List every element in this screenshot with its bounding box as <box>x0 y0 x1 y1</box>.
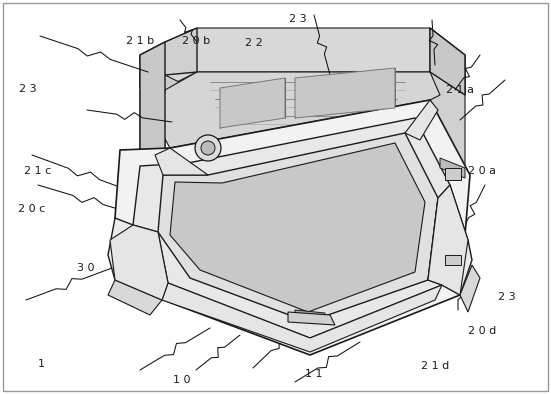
Text: 2 1 a: 2 1 a <box>446 85 474 95</box>
Polygon shape <box>162 283 442 352</box>
Polygon shape <box>140 75 165 220</box>
Circle shape <box>195 135 221 161</box>
Text: 2 0 a: 2 0 a <box>468 166 496 177</box>
Polygon shape <box>115 100 470 355</box>
Bar <box>445 168 461 180</box>
Text: 1 0: 1 0 <box>173 375 191 385</box>
Polygon shape <box>108 280 162 315</box>
Text: 2 2: 2 2 <box>245 37 262 48</box>
Polygon shape <box>428 185 472 295</box>
Text: 2 1 b: 2 1 b <box>126 36 155 46</box>
Text: 1: 1 <box>38 359 45 370</box>
Polygon shape <box>110 225 168 300</box>
Bar <box>445 255 461 265</box>
Text: 2 1 d: 2 1 d <box>421 361 450 372</box>
Text: 2 0 b: 2 0 b <box>181 36 210 46</box>
Polygon shape <box>405 100 438 140</box>
Polygon shape <box>295 68 395 118</box>
Polygon shape <box>430 28 465 185</box>
Text: 2 3: 2 3 <box>498 292 516 303</box>
Polygon shape <box>430 28 465 95</box>
Polygon shape <box>155 148 208 175</box>
Polygon shape <box>140 28 197 88</box>
Polygon shape <box>133 118 450 338</box>
Text: 2 0 c: 2 0 c <box>18 204 46 214</box>
Text: 2 3: 2 3 <box>19 84 36 94</box>
Polygon shape <box>140 42 165 220</box>
Polygon shape <box>460 265 480 312</box>
Text: 2 1 c: 2 1 c <box>24 166 51 177</box>
Polygon shape <box>160 72 440 148</box>
Polygon shape <box>288 312 335 325</box>
Polygon shape <box>108 218 168 300</box>
Polygon shape <box>170 143 425 312</box>
Polygon shape <box>440 158 465 178</box>
Circle shape <box>201 141 215 155</box>
Text: 3 0: 3 0 <box>77 263 94 273</box>
Polygon shape <box>428 185 468 295</box>
Polygon shape <box>140 75 195 108</box>
Text: 1 1: 1 1 <box>305 369 323 379</box>
Polygon shape <box>158 133 438 322</box>
Text: 2 3: 2 3 <box>289 14 306 24</box>
Polygon shape <box>295 310 325 322</box>
Polygon shape <box>165 28 465 95</box>
Text: 2 0 d: 2 0 d <box>468 326 496 336</box>
Polygon shape <box>220 78 285 128</box>
